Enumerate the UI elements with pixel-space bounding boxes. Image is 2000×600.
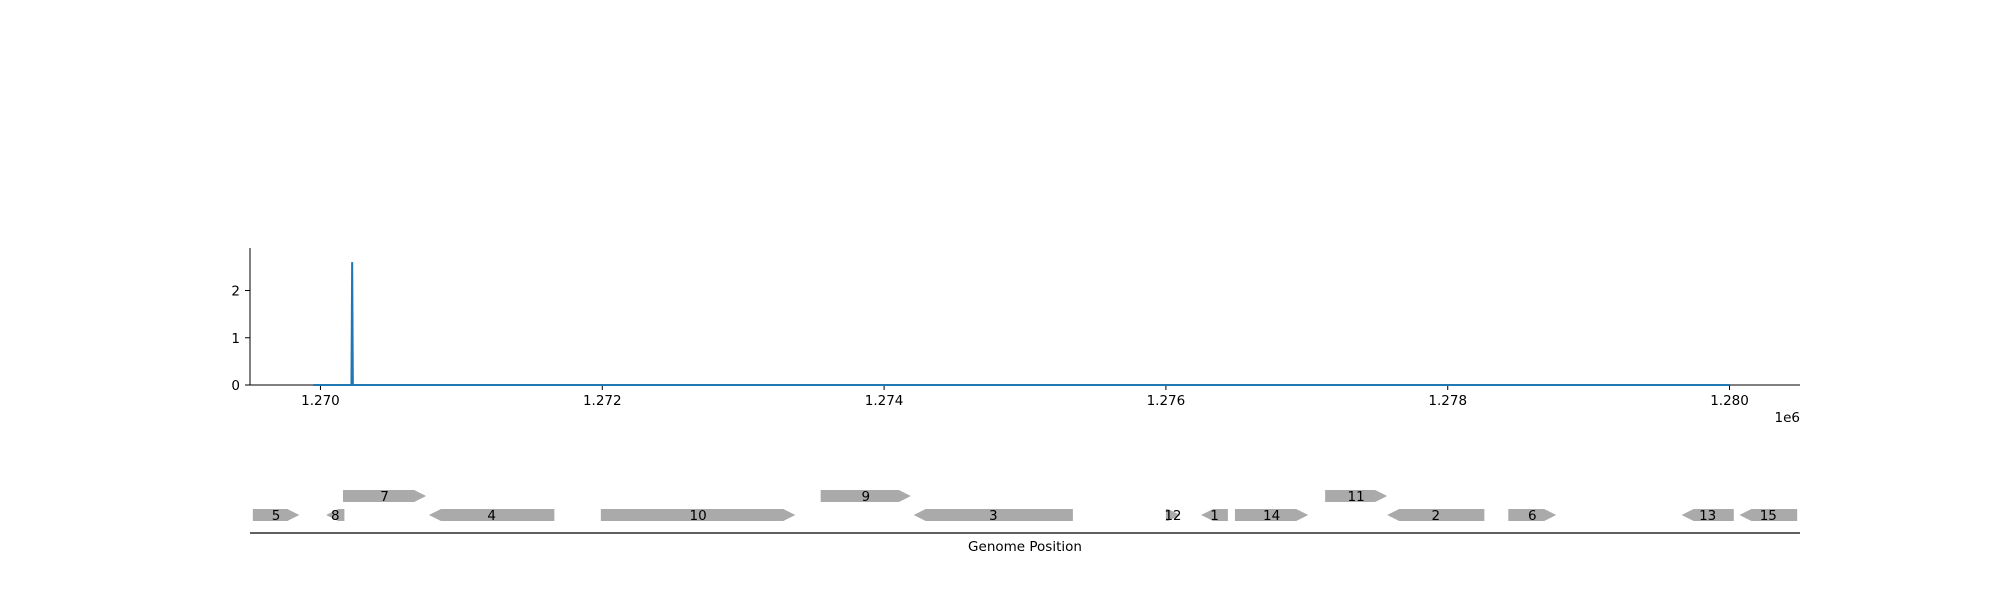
gene-arrow [1201,509,1228,521]
gene-arrow [1234,509,1309,521]
gene-track: 5 8 7 4 10 9 3 12 1 14 11 2 6 13 15 Genome Position [250,489,1800,555]
x-tick-label: 1.278 [1428,393,1467,409]
gene-arrow [252,509,300,521]
gene-label: 10 [689,508,706,524]
gene-arrow [1681,509,1734,521]
x-tick-label: 1.274 [865,393,904,409]
gene-arrow [820,490,911,502]
gene-label: 9 [861,489,870,505]
gene-label: 3 [989,508,998,524]
gene-features: 5 8 7 4 10 9 3 12 1 14 11 2 6 13 15 [252,489,1798,524]
gene-label: 12 [1164,508,1181,524]
gene-arrow [1387,509,1485,521]
gene-arrow [913,509,1073,521]
gene-feature: 14 [1234,508,1309,524]
gene-label: 8 [331,508,340,524]
gene-feature: 9 [820,489,911,505]
y-tick-label: 2 [231,284,240,300]
gene-label: 1 [1210,508,1219,524]
gene-label: 11 [1348,489,1365,505]
gene-arrow [1739,509,1798,521]
y-tick-label: 0 [231,378,240,394]
gene-feature: 7 [343,489,427,505]
gene-label: 15 [1760,508,1777,524]
gene-feature: 1 [1201,508,1228,524]
gene-label: 7 [380,489,389,505]
gene-arrow [600,509,796,521]
gene-label: 14 [1263,508,1280,524]
gene-label: 5 [272,508,281,524]
y-tick-label: 1 [231,331,240,347]
coverage-line [313,262,1730,386]
x-tick-label: 1.272 [583,393,622,409]
gene-arrow [326,509,345,521]
gene-feature: 11 [1325,489,1388,505]
gene-arrow [1325,490,1388,502]
gene-label: 4 [487,508,496,524]
gene-feature: 5 [252,508,300,524]
x-axis-label: Genome Position [968,539,1082,555]
gene-label: 13 [1699,508,1716,524]
x-tick-label: 1.276 [1147,393,1186,409]
gene-feature: 10 [600,508,796,524]
x-tick-label: 1.270 [301,393,340,409]
gene-label: 2 [1431,508,1440,524]
gene-feature: 12 [1164,508,1181,524]
coverage-axes: 0 1 2 1.270 1.272 1.274 1.276 1.278 1.280 1e6 [231,248,1800,426]
gene-label: 6 [1528,508,1537,524]
gene-feature: 8 [326,508,345,524]
gene-feature: 4 [428,508,555,524]
gene-feature: 13 [1681,508,1734,524]
x-tick-label: 1.280 [1710,393,1749,409]
gene-feature: 3 [913,508,1073,524]
coverage-series [313,262,1730,386]
gene-arrow [1508,509,1557,521]
coverage-plot: 0 1 2 1.270 1.272 1.274 1.276 1.278 1.280 1e6 [231,248,1800,426]
gene-arrow [343,490,427,502]
gene-feature: 15 [1739,508,1798,524]
gene-feature: 2 [1387,508,1485,524]
gene-arrow [428,509,555,521]
gene-feature: 6 [1508,508,1557,524]
gene-arrow [1165,509,1180,521]
x-offset-label: 1e6 [1775,410,1800,426]
